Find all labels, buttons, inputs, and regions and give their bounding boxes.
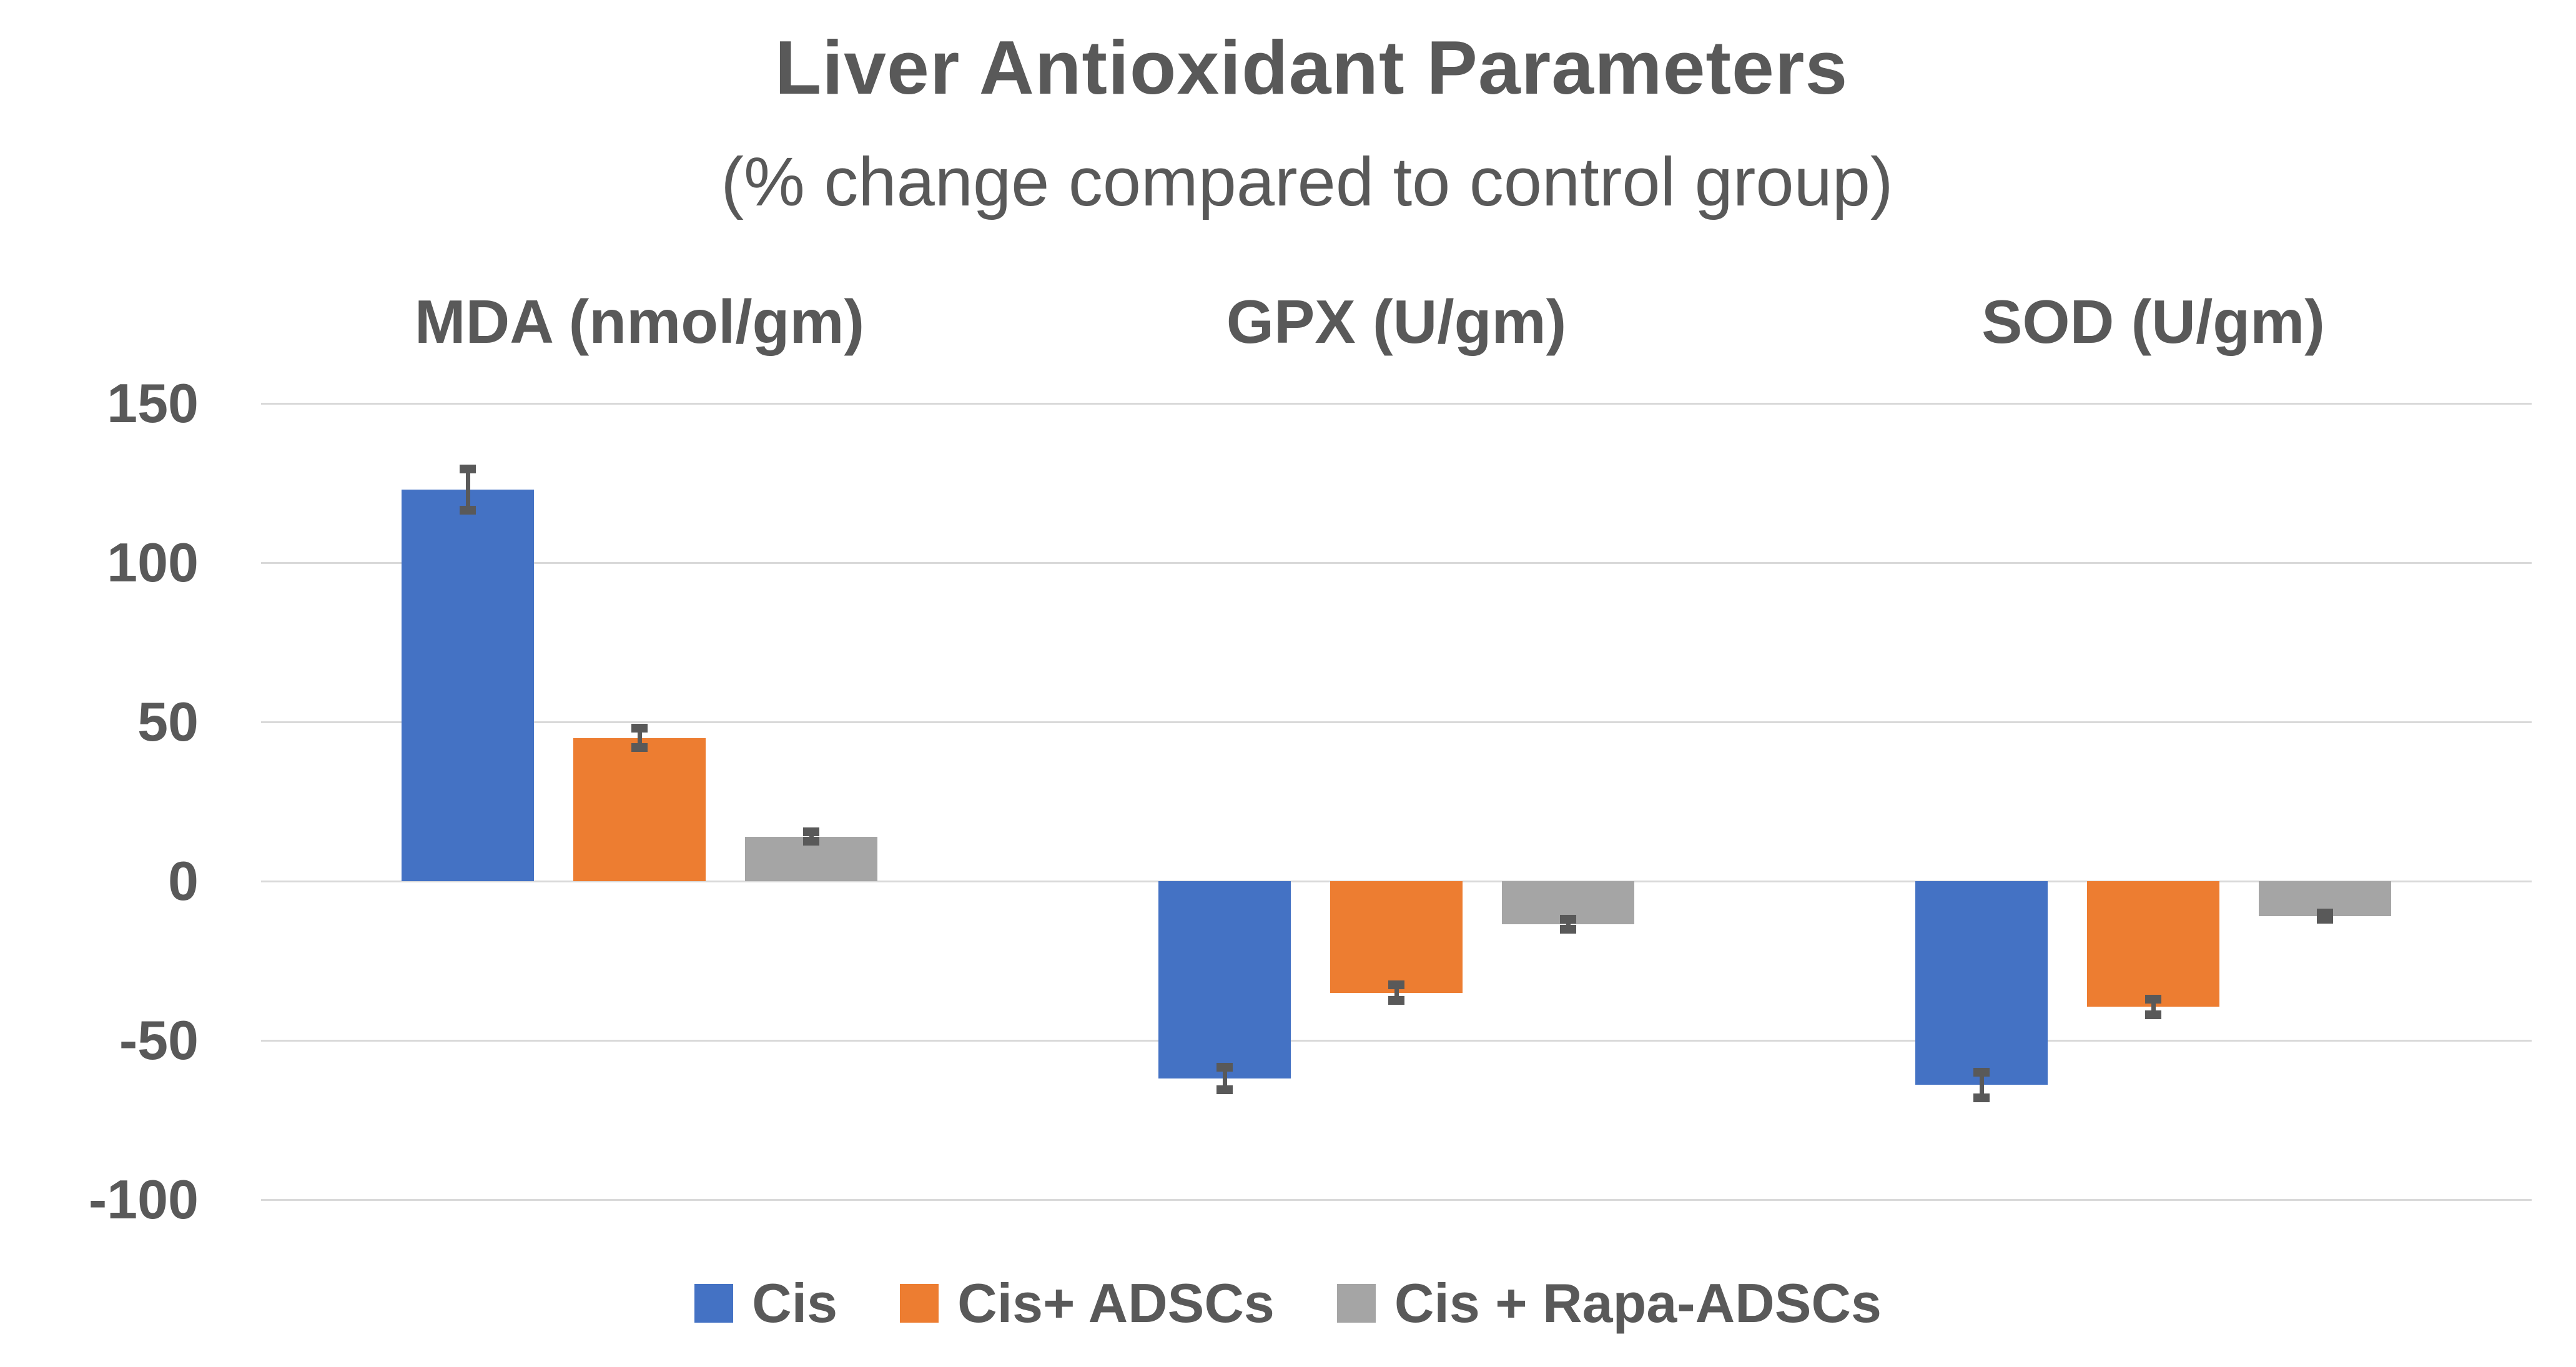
gridline--100 xyxy=(261,1198,2532,1201)
error-bar-cap-low xyxy=(2145,1010,2161,1020)
error-bar-cap-low xyxy=(460,505,476,515)
y-tick-label-100: 100 xyxy=(107,531,199,593)
error-bar-cap-high xyxy=(1973,1068,1990,1077)
bar-cis-adscs-gpx-u-gm xyxy=(1330,881,1463,993)
y-tick-label--100: -100 xyxy=(88,1168,199,1230)
legend-label-cis-adscs: Cis+ ADSCs xyxy=(957,1272,1275,1334)
error-bar-cap-low xyxy=(631,743,648,752)
legend: Cis Cis+ ADSCs Cis + Rapa-ADSCs xyxy=(0,1263,2576,1344)
legend-label-cis: Cis xyxy=(752,1272,838,1334)
bar-cis-sod-u-gm xyxy=(1915,881,2048,1085)
gridline-100 xyxy=(261,561,2532,564)
error-bar-cap-low xyxy=(1560,924,1576,934)
error-bar-cis-rapa-adscs-mda-nmol-gm xyxy=(809,831,814,842)
y-tick-label--50: -50 xyxy=(119,1009,199,1071)
legend-swatch-cis xyxy=(694,1284,734,1323)
legend-swatch-cis-adscs xyxy=(900,1284,939,1323)
error-bar-cap-high xyxy=(1216,1063,1233,1072)
error-bar-cis-adscs-mda-nmol-gm xyxy=(637,728,642,748)
error-bar-cap-low xyxy=(1216,1085,1233,1095)
bar-cis-gpx-u-gm xyxy=(1158,881,1291,1079)
chart-subtitle: (% change compared to control group) xyxy=(721,144,1893,220)
legend-label-cis-rapa-adscs: Cis + Rapa-ADSCs xyxy=(1394,1272,1882,1334)
gridline--50 xyxy=(261,1039,2532,1042)
bar-cis-adscs-sod-u-gm xyxy=(2087,881,2219,1007)
bar-cis-mda-nmol-gm xyxy=(402,489,534,881)
gridline-150 xyxy=(261,402,2532,405)
legend-item-cis-adscs: Cis+ ADSCs xyxy=(900,1273,1275,1333)
error-bar-cap-high xyxy=(803,827,819,836)
error-bar-cap-low xyxy=(1973,1093,1990,1102)
legend-item-cis: Cis xyxy=(694,1273,837,1333)
error-bar-cap-high xyxy=(631,724,648,733)
gridline-50 xyxy=(261,721,2532,723)
error-bar-cis-mda-nmol-gm xyxy=(465,468,470,510)
category-label-sod-u-gm: SOD (U/gm) xyxy=(1981,287,2325,356)
category-label-mda-nmol-gm: MDA (nmol/gm) xyxy=(414,287,865,356)
category-label-gpx-u-gm: GPX (U/gm) xyxy=(1226,287,1567,356)
error-bar-cis-adscs-sod-u-gm xyxy=(2151,999,2156,1015)
y-tick-label-0: 0 xyxy=(168,850,199,912)
error-bar-cis-rapa-adscs-gpx-u-gm xyxy=(1566,919,1571,929)
error-bar-cap-high xyxy=(2145,994,2161,1004)
error-bar-cis-gpx-u-gm xyxy=(1222,1067,1227,1090)
bar-cis-adscs-mda-nmol-gm xyxy=(573,738,706,881)
error-bar-cap-low xyxy=(2317,915,2333,924)
error-bar-cap-high xyxy=(1388,980,1404,989)
chart-title: Liver Antioxidant Parameters xyxy=(774,25,1848,110)
error-bar-cap-high xyxy=(460,464,476,473)
error-bar-cap-low xyxy=(803,837,819,846)
error-bar-cis-sod-u-gm xyxy=(1979,1072,1984,1098)
error-bar-cap-high xyxy=(1560,915,1576,924)
y-tick-label-50: 50 xyxy=(137,691,199,753)
legend-item-cis-rapa-adscs: Cis + Rapa-ADSCs xyxy=(1336,1272,1882,1334)
y-tick-label-150: 150 xyxy=(107,372,199,434)
error-bar-cis-adscs-gpx-u-gm xyxy=(1394,984,1399,1001)
error-bar-cap-low xyxy=(1388,996,1404,1005)
legend-swatch-cis-rapa-adscs xyxy=(1336,1284,1376,1323)
